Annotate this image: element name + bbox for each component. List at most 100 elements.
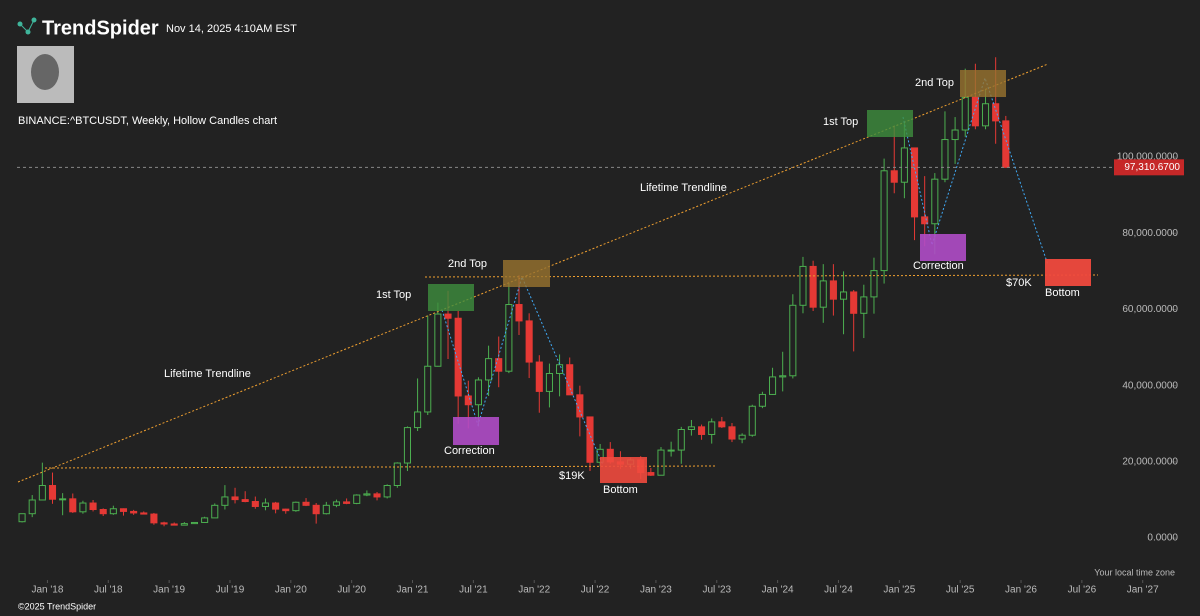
candle-body (464, 395, 472, 406)
candle-body (900, 147, 908, 183)
candle-body (586, 416, 594, 463)
y-tick-label: 60,000.0000 (1122, 304, 1178, 315)
candle-body (18, 513, 26, 523)
candle-body (677, 428, 685, 451)
last-price-label: 97,310.6700 (1124, 162, 1180, 173)
annotation: $70K (1006, 277, 1032, 289)
candle-body (738, 434, 746, 440)
candle-body (779, 375, 787, 378)
candle-body (454, 317, 462, 397)
x-tick-label: Jul '18 (94, 585, 123, 596)
x-tick-label: Jan '27 (1127, 585, 1159, 596)
candle-body (687, 426, 695, 430)
candle-body (363, 493, 371, 496)
annotation: 1st Top (376, 289, 411, 301)
candle-body (48, 485, 57, 500)
candle-body (272, 502, 280, 510)
x-tick-label: Jan '25 (883, 585, 915, 596)
candle-body (829, 280, 837, 300)
y-tick-label: 80,000.0000 (1122, 228, 1178, 239)
candle-body (657, 449, 665, 476)
candle-body (251, 501, 259, 507)
candle-body (373, 493, 381, 498)
candle-body (961, 96, 969, 131)
candle-body (282, 508, 290, 512)
candle-body (809, 265, 817, 308)
candle-body (302, 501, 310, 506)
candle-body (819, 280, 827, 308)
candle-body (109, 508, 117, 515)
candle-body (535, 361, 543, 392)
candle-body (59, 498, 67, 501)
candle-body (485, 358, 493, 381)
last-price-tag (1114, 159, 1184, 176)
candle-body (545, 372, 553, 392)
candle-body (180, 523, 188, 526)
candle-body (231, 496, 239, 501)
candle-body (119, 508, 128, 512)
zone-box (428, 284, 474, 311)
candle-body (190, 521, 199, 525)
footer: ©2025 TrendSpider (18, 601, 96, 611)
candle-body (515, 304, 523, 322)
x-tick-label: Jul '25 (946, 585, 975, 596)
candle-body (130, 510, 138, 514)
candle-body (69, 498, 77, 513)
candle-body (383, 485, 391, 498)
annotation: 2nd Top (915, 77, 954, 89)
x-tick-label: Jul '19 (216, 585, 245, 596)
candle-body (981, 103, 990, 127)
x-tick-label: Jul '24 (824, 585, 853, 596)
annotation: Lifetime Trendline (640, 182, 727, 194)
x-tick-label: Jan '19 (153, 585, 185, 596)
candle-body (799, 265, 807, 306)
candle-body (728, 426, 736, 440)
candle-body (353, 494, 361, 504)
x-tick-label: Jan '20 (275, 585, 307, 596)
candle-body (839, 291, 848, 300)
candle-body (434, 313, 442, 367)
annotation: 2nd Top (448, 258, 487, 270)
candle-body (211, 504, 219, 519)
candle-body (860, 296, 868, 314)
x-tick-label: Jan '18 (31, 585, 63, 596)
x-tick-label: Jan '21 (397, 585, 429, 596)
x-tick-label: Jul '26 (1068, 585, 1097, 596)
zone-box (867, 110, 913, 137)
candle-body (525, 320, 533, 363)
candle-body (170, 523, 178, 526)
candle-body (403, 427, 411, 464)
candle-body (221, 496, 229, 506)
candle-body (332, 501, 341, 506)
x-tick-label: Jan '22 (518, 585, 550, 596)
timestamp: Nov 14, 2025 4:10AM EST (166, 23, 297, 35)
candle-body (556, 364, 564, 374)
candle-body (647, 472, 655, 476)
y-tick-label: 100,000.0000 (1117, 152, 1179, 163)
avatar-face (31, 54, 59, 90)
candle-body (312, 504, 320, 515)
candle-body (1002, 120, 1010, 168)
candle-body (718, 421, 726, 428)
candle-body (201, 517, 209, 523)
candle-body (89, 502, 97, 511)
candle-body (850, 291, 858, 314)
candle-body (292, 501, 300, 512)
x-tick-label: Jul '21 (459, 585, 488, 596)
candle-body (748, 405, 756, 436)
candle-body (28, 499, 36, 515)
candle-body (444, 313, 452, 319)
candle-body (769, 376, 777, 395)
x-tick-label: Jan '24 (762, 585, 794, 596)
candle-body (99, 509, 107, 515)
candle-body (505, 304, 513, 372)
projection-path (902, 76, 1049, 266)
candle-body (150, 513, 158, 524)
zone-box (453, 417, 499, 445)
y-tick-label: 0.0000 (1147, 533, 1178, 544)
candle-body (79, 502, 87, 513)
candle-body (261, 502, 270, 507)
